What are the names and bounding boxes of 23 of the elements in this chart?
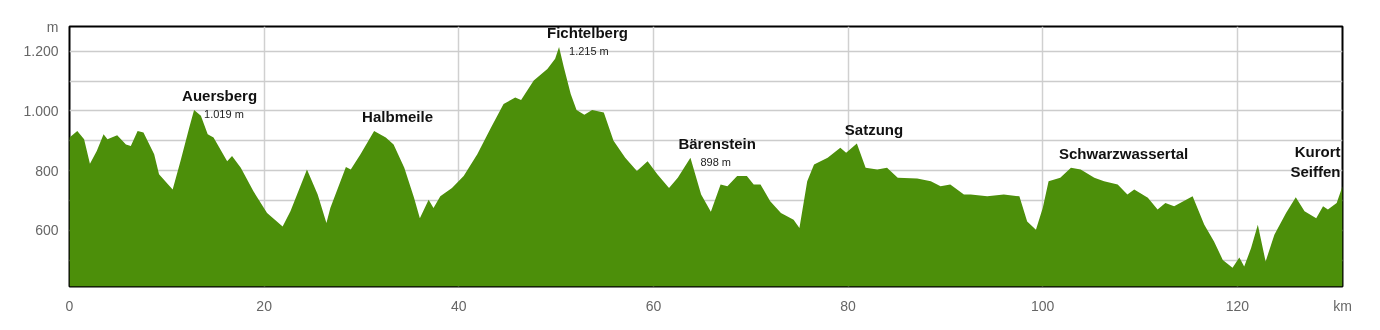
x-tick-label: 100 [1031,297,1055,314]
annotation: Fichtelberg [547,24,628,42]
x-tick-label: 0 [65,297,74,314]
annotation: 898 m [700,155,732,168]
y-tick-label: 800 [35,162,59,179]
annotation: Schwarzwassertal [1058,144,1189,162]
y-tick-label: 1.200 [23,43,59,60]
annotation: 1.019 m [204,108,244,121]
annotation: Bärenstein [678,134,756,152]
annotation: 1.215 m [569,45,609,58]
y-tick-label: 600 [35,222,59,239]
x-tick-label: 80 [840,297,857,314]
x-axis-title: km [1333,297,1352,314]
x-tick-label: 60 [645,297,662,314]
y-axis-title: m [46,18,59,35]
x-tick-label: 40 [451,297,467,314]
y-tick-label: 1.000 [23,102,59,119]
annotation: Satzung [844,120,904,138]
x-tick-label: 20 [256,297,273,314]
annotation: Kurort Seiffen [1290,142,1341,181]
annotation: Auersberg [182,87,258,105]
annotation: Halbmeile [362,107,433,125]
x-tick-label: 120 [1225,297,1250,314]
